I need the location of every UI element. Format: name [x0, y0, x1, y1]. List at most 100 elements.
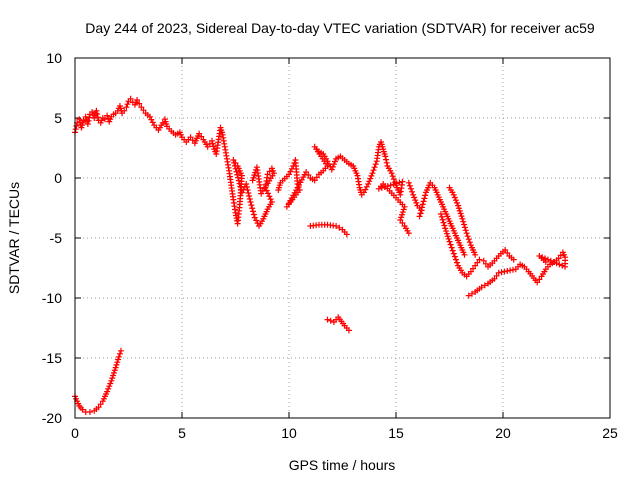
data-point — [134, 97, 141, 103]
x-tick-label: 0 — [71, 425, 79, 441]
y-tick-label: -5 — [50, 230, 63, 246]
data-point — [456, 207, 463, 214]
data-point — [367, 175, 374, 182]
data-point — [387, 182, 394, 189]
data-point — [76, 119, 83, 125]
data-point — [110, 372, 117, 379]
data-point — [112, 364, 119, 371]
x-tick-labels: 0 5 10 15 20 25 — [71, 425, 618, 441]
data-point — [455, 202, 462, 209]
data-point — [412, 197, 419, 204]
data-point — [232, 165, 239, 172]
data-point — [398, 211, 405, 218]
data-point — [149, 119, 156, 126]
data-point — [72, 126, 79, 133]
data-point — [73, 123, 80, 129]
data-point — [104, 112, 111, 119]
data-point — [245, 190, 252, 196]
y-axis-label: SDTVAR / TECUs — [6, 182, 22, 294]
data-point — [444, 233, 451, 240]
data-point — [547, 257, 554, 264]
data-point — [419, 201, 426, 208]
data-point — [393, 180, 400, 187]
data-point — [246, 193, 253, 199]
data-point — [85, 117, 92, 124]
data-point — [124, 101, 131, 108]
data-point — [235, 177, 242, 184]
data-point — [89, 109, 96, 115]
data-point — [250, 208, 257, 215]
data-point — [399, 178, 406, 185]
data-point — [452, 197, 459, 204]
plot-frame — [74, 57, 611, 419]
data-point — [461, 224, 468, 231]
data-point — [250, 174, 257, 181]
data-point — [235, 174, 242, 181]
data-point — [248, 202, 255, 209]
data-point — [556, 261, 563, 268]
data-point — [369, 170, 376, 177]
data-point — [411, 194, 418, 201]
data-points — [72, 95, 569, 415]
data-point — [266, 193, 273, 200]
data-point — [401, 203, 408, 210]
data-point — [418, 204, 425, 211]
data-point — [332, 158, 339, 165]
data-point — [383, 159, 390, 166]
data-point — [468, 290, 475, 297]
data-point — [539, 254, 546, 261]
data-point — [399, 209, 406, 216]
data-point — [453, 199, 460, 206]
data-point — [136, 100, 143, 107]
data-point — [251, 172, 258, 179]
data-point — [231, 162, 238, 169]
data-point — [478, 284, 485, 291]
data-point — [107, 380, 114, 387]
data-point — [416, 213, 423, 220]
data-point — [550, 259, 557, 265]
data-point — [123, 104, 130, 111]
data-point — [459, 215, 466, 222]
data-point — [438, 213, 445, 220]
x-axis-label: GPS time / hours — [289, 457, 396, 473]
data-point — [208, 137, 215, 144]
data-point — [94, 111, 101, 117]
data-point — [448, 244, 455, 251]
data-point — [462, 227, 469, 234]
x-tick-label: 15 — [388, 425, 404, 441]
data-point — [445, 235, 452, 242]
data-point — [457, 210, 464, 217]
data-point — [389, 173, 396, 180]
data-point — [253, 166, 260, 173]
data-point — [553, 260, 560, 267]
data-point — [420, 198, 427, 205]
data-point — [406, 182, 413, 189]
data-point — [108, 377, 115, 384]
y-tick-label: -10 — [42, 290, 62, 306]
data-point — [330, 161, 337, 168]
data-point — [442, 225, 449, 232]
data-point — [329, 163, 336, 170]
data-point — [365, 181, 372, 187]
data-point — [268, 199, 275, 205]
data-point — [437, 211, 444, 217]
data-point — [559, 262, 566, 269]
data-point — [413, 199, 420, 206]
data-point — [465, 292, 472, 299]
data-point — [476, 256, 483, 263]
data-point — [115, 356, 122, 363]
data-point — [407, 185, 414, 192]
y-tick-label: -15 — [42, 350, 62, 366]
data-point — [390, 181, 397, 188]
data-point — [409, 188, 416, 195]
data-point — [440, 219, 447, 226]
data-point — [443, 230, 450, 237]
data-point — [250, 211, 257, 218]
data-point — [159, 119, 166, 126]
data-point — [481, 282, 488, 289]
data-point — [449, 247, 456, 254]
data-point — [443, 228, 450, 235]
data-point — [234, 171, 241, 178]
data-point — [86, 409, 93, 415]
data-point — [210, 143, 217, 150]
